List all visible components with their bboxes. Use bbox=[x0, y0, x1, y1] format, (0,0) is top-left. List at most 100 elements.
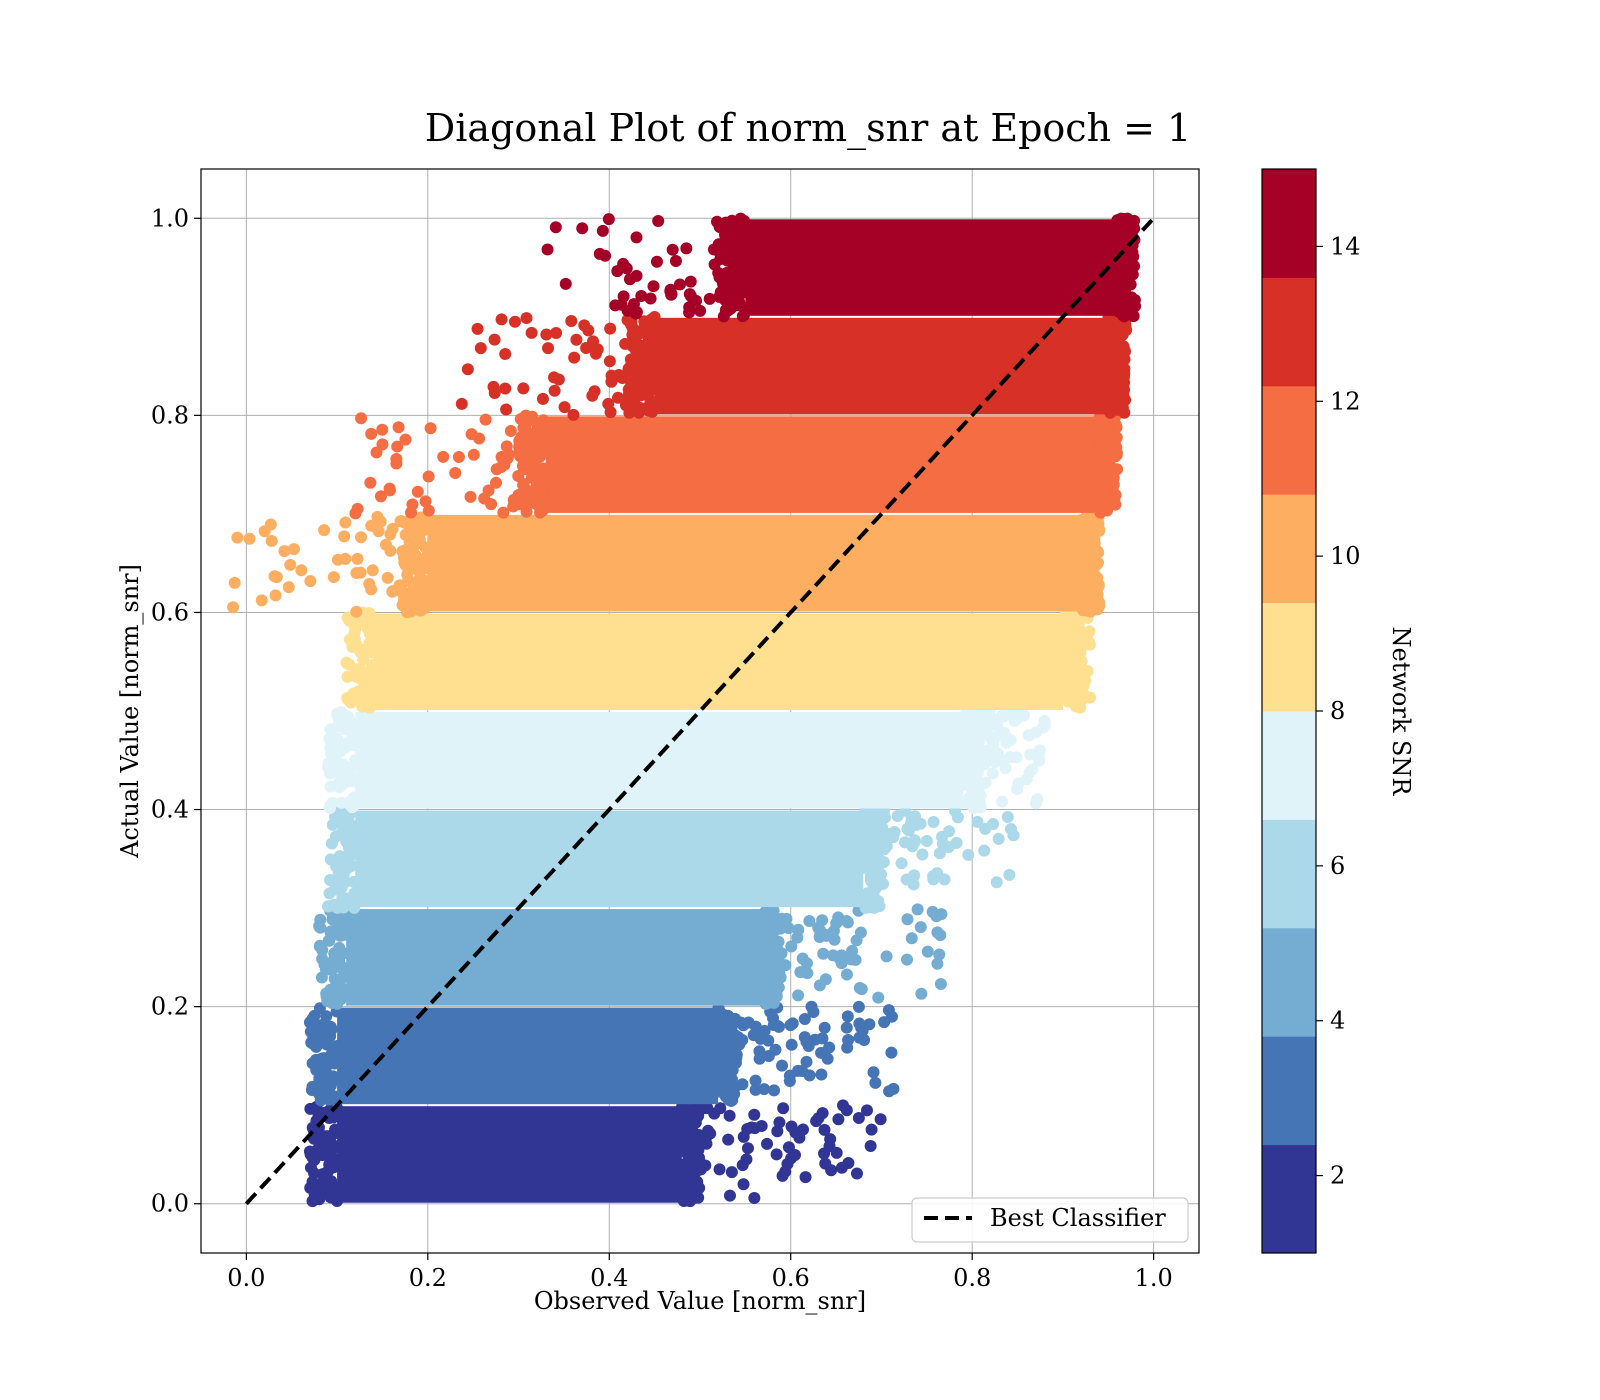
scatter-point bbox=[728, 1088, 741, 1101]
scatter-point bbox=[372, 525, 385, 538]
scatter-point bbox=[617, 257, 630, 270]
scatter-point bbox=[815, 1068, 828, 1081]
scatter-point bbox=[394, 515, 407, 528]
scatter-point bbox=[763, 944, 776, 957]
scatter-point bbox=[525, 471, 538, 484]
colorbar-segment bbox=[1262, 602, 1316, 712]
x-tick-label: 0.0 bbox=[227, 1264, 265, 1292]
scatter-point bbox=[323, 767, 336, 780]
scatter-point bbox=[768, 957, 781, 970]
snr-band bbox=[303, 1099, 887, 1208]
scatter-point bbox=[363, 628, 376, 641]
scatter-point bbox=[849, 953, 862, 966]
scatter-point bbox=[304, 575, 317, 588]
scatter-point bbox=[1003, 868, 1016, 881]
scatter-point bbox=[323, 900, 336, 913]
scatter-point bbox=[278, 545, 291, 558]
scatter-point bbox=[334, 961, 347, 974]
scatter-point bbox=[909, 814, 922, 827]
scatter-point bbox=[736, 1078, 749, 1091]
scatter-point bbox=[933, 847, 946, 860]
scatter-point bbox=[353, 691, 366, 704]
scatter-point bbox=[642, 367, 655, 380]
scatter-point bbox=[316, 952, 329, 965]
scatter-point bbox=[692, 1128, 705, 1141]
scatter-point bbox=[707, 243, 720, 256]
scatter-point bbox=[316, 1136, 329, 1149]
scatter-point bbox=[403, 535, 416, 548]
scatter-point bbox=[313, 920, 326, 933]
snr-band bbox=[349, 409, 1124, 520]
scatter-point bbox=[1102, 402, 1115, 415]
scatter-point bbox=[748, 1108, 761, 1121]
scatter-point bbox=[348, 895, 361, 908]
scatter-point bbox=[452, 450, 465, 463]
scatter-point bbox=[1062, 694, 1075, 707]
colorbar-segment bbox=[1262, 277, 1316, 387]
scatter-point bbox=[323, 934, 336, 947]
scatter-point bbox=[624, 353, 637, 366]
scatter-point bbox=[231, 531, 244, 544]
scatter-point bbox=[623, 273, 636, 286]
scatter-point bbox=[365, 427, 378, 440]
scatter-point bbox=[337, 947, 350, 960]
y-axis-ticks: 0.0 0.2 0.4 0.6 0.8 1.0 bbox=[151, 204, 201, 1218]
scatter-point bbox=[979, 822, 992, 835]
colorbar-tick-label: 8 bbox=[1330, 697, 1345, 725]
scatter-point bbox=[832, 1113, 845, 1126]
scatter-point bbox=[723, 1109, 736, 1122]
scatter-point bbox=[356, 644, 369, 657]
scatter-point bbox=[1065, 623, 1078, 636]
scatter-point bbox=[336, 851, 349, 864]
scatter-point bbox=[1084, 566, 1097, 579]
scatter-point bbox=[760, 921, 773, 934]
scatter-point bbox=[816, 914, 829, 927]
snr-band bbox=[340, 606, 1097, 714]
scatter-point bbox=[619, 399, 632, 412]
scatter-point bbox=[836, 1099, 849, 1112]
scatter-point bbox=[987, 747, 1000, 760]
scatter-point bbox=[818, 1123, 831, 1136]
scatter-point bbox=[330, 860, 343, 873]
scatter-point bbox=[749, 1083, 762, 1096]
scatter-point bbox=[374, 515, 387, 528]
scatter-point bbox=[797, 1123, 810, 1136]
scatter-point bbox=[869, 826, 882, 839]
scatter-point bbox=[920, 834, 933, 847]
scatter-point bbox=[996, 795, 1009, 808]
scatter-point bbox=[748, 1192, 761, 1205]
scatter-point bbox=[723, 1189, 736, 1202]
scatter-point bbox=[686, 1154, 699, 1167]
scatter-point bbox=[540, 328, 553, 341]
scatter-point bbox=[731, 283, 744, 296]
scatter-point bbox=[326, 1185, 339, 1198]
scatter-point bbox=[339, 741, 352, 754]
scatter-point bbox=[810, 1115, 823, 1128]
scatter-point bbox=[1004, 733, 1017, 746]
plot-frame bbox=[200, 168, 1200, 1254]
snr-band bbox=[313, 903, 948, 1010]
scatter-point bbox=[512, 469, 525, 482]
scatter-point bbox=[885, 1046, 898, 1059]
scatter-point bbox=[708, 258, 721, 271]
scatter-point bbox=[413, 527, 426, 540]
scatter-point bbox=[320, 1033, 333, 1046]
scatter-point bbox=[642, 335, 655, 348]
scatter-point bbox=[323, 1158, 336, 1171]
scatter-point bbox=[908, 869, 921, 882]
scatter-point bbox=[1098, 416, 1111, 429]
scatter-point bbox=[422, 470, 435, 483]
scatter-point bbox=[943, 825, 956, 838]
scatter-point bbox=[652, 215, 665, 228]
colorbar-segment bbox=[1262, 1036, 1316, 1146]
scatter-point bbox=[821, 1052, 834, 1065]
scatter-point bbox=[733, 1038, 746, 1051]
scatter-point bbox=[818, 1021, 831, 1034]
scatter-point bbox=[479, 413, 492, 426]
colorbar-tick-label: 4 bbox=[1330, 1007, 1345, 1035]
scatter-point bbox=[398, 556, 411, 569]
scatter-point bbox=[558, 401, 571, 414]
scatter-point bbox=[715, 1044, 728, 1057]
scatter-point bbox=[350, 605, 363, 618]
scatter-point bbox=[335, 796, 348, 809]
